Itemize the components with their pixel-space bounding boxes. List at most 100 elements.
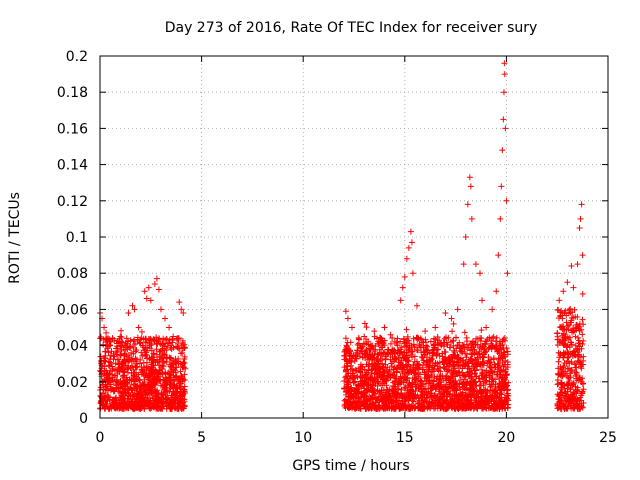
- data-point: [499, 402, 506, 409]
- data-point: [181, 383, 188, 390]
- data-point: [389, 334, 396, 341]
- data-point: [131, 341, 138, 348]
- data-point: [181, 344, 188, 351]
- data-point: [122, 402, 129, 409]
- data-point: [497, 215, 504, 222]
- data-point: [456, 361, 463, 368]
- data-point: [418, 386, 425, 393]
- data-point: [122, 387, 129, 394]
- data-point: [580, 386, 587, 393]
- data-point: [490, 356, 497, 363]
- data-point: [408, 239, 415, 246]
- data-point: [564, 322, 571, 329]
- data-point: [388, 363, 395, 370]
- x-tick-label: 15: [396, 430, 414, 446]
- data-point: [163, 358, 170, 365]
- data-point: [412, 392, 419, 399]
- data-point: [408, 402, 415, 409]
- data-point: [476, 344, 483, 351]
- data-point: [425, 385, 432, 392]
- data-point: [569, 327, 576, 334]
- data-point: [579, 331, 586, 338]
- data-point: [386, 405, 393, 412]
- data-point: [371, 350, 378, 357]
- data-point: [394, 335, 401, 342]
- data-point: [130, 344, 137, 351]
- data-point: [421, 390, 428, 397]
- data-point: [355, 385, 362, 392]
- data-point: [496, 340, 503, 347]
- data-point: [142, 391, 149, 398]
- data-point: [463, 354, 470, 361]
- data-point: [558, 380, 565, 387]
- data-point: [393, 375, 400, 382]
- data-point: [165, 339, 172, 346]
- data-point: [350, 375, 357, 382]
- data-point: [429, 355, 436, 362]
- data-point: [105, 349, 112, 356]
- data-point: [170, 333, 177, 340]
- data-point: [569, 367, 576, 374]
- data-point: [152, 366, 159, 373]
- data-point: [488, 337, 495, 344]
- data-point: [381, 369, 388, 376]
- data-point: [432, 394, 439, 401]
- data-point: [555, 349, 562, 356]
- data-point: [462, 376, 469, 383]
- data-point: [103, 374, 110, 381]
- data-point: [128, 398, 135, 405]
- data-point: [361, 333, 368, 340]
- data-point: [141, 405, 148, 412]
- data-point: [117, 352, 124, 359]
- data-point: [138, 349, 145, 356]
- data-point: [121, 350, 128, 357]
- data-point: [107, 342, 114, 349]
- data-point: [504, 270, 511, 277]
- data-point: [462, 386, 469, 393]
- data-point: [369, 363, 376, 370]
- data-point: [166, 388, 173, 395]
- data-point: [166, 336, 173, 343]
- data-point: [390, 379, 397, 386]
- data-point: [157, 348, 164, 355]
- data-point: [176, 381, 183, 388]
- data-point: [437, 396, 444, 403]
- data-point: [107, 381, 114, 388]
- data-point: [402, 375, 409, 382]
- data-point: [481, 346, 488, 353]
- data-point: [448, 315, 455, 322]
- data-point: [149, 402, 156, 409]
- data-point: [442, 334, 449, 341]
- data-point: [173, 385, 180, 392]
- data-point: [426, 380, 433, 387]
- data-point: [555, 370, 562, 377]
- data-point: [166, 324, 173, 331]
- data-point: [408, 348, 415, 355]
- data-point: [449, 328, 456, 335]
- data-point: [566, 360, 573, 367]
- data-point: [146, 345, 153, 352]
- data-point: [496, 362, 503, 369]
- data-point: [457, 376, 464, 383]
- data-point: [501, 71, 508, 78]
- data-point: [570, 284, 577, 291]
- data-point: [479, 354, 486, 361]
- data-point: [576, 358, 583, 365]
- data-point: [578, 392, 585, 399]
- data-point: [562, 368, 569, 375]
- data-point: [384, 346, 391, 353]
- data-point: [368, 375, 375, 382]
- data-point: [407, 392, 414, 399]
- data-point: [162, 315, 169, 322]
- data-point: [128, 370, 135, 377]
- data-point: [419, 405, 426, 412]
- data-point: [375, 351, 382, 358]
- y-tick-label: 0.04: [57, 339, 88, 355]
- data-point: [464, 365, 471, 372]
- data-point: [498, 367, 505, 374]
- data-point: [378, 342, 385, 349]
- data-point: [350, 353, 357, 360]
- data-point: [387, 393, 394, 400]
- data-point: [387, 331, 394, 338]
- data-point: [558, 402, 565, 409]
